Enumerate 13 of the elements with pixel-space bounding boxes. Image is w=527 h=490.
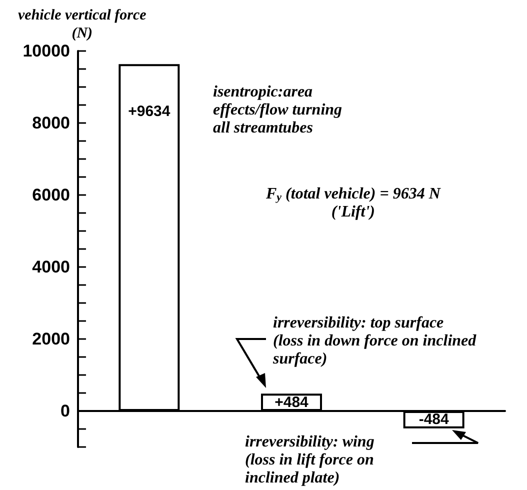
- y-tick-label: 4000: [32, 258, 70, 276]
- data-label: -484: [418, 411, 450, 428]
- data-label: +9634: [128, 103, 171, 120]
- y-tick-label: 2000: [32, 330, 70, 348]
- y-tick-label: 6000: [32, 186, 70, 204]
- y-tick-label: 8000: [32, 114, 70, 132]
- data-label: +484: [274, 394, 310, 411]
- y-axis-title: vehicle vertical force (N): [18, 8, 147, 42]
- annotation: irreversibility: wing (loss in lift force on inclined plate): [245, 434, 374, 486]
- annotation: irreversibility: top surface (loss in down force on inclined surface): [272, 314, 478, 368]
- annotation: isentropic:area effects/flow turning all streamtubes: [213, 84, 342, 136]
- y-tick-label: 0: [60, 402, 70, 420]
- y-tick-label: 10000: [22, 42, 70, 60]
